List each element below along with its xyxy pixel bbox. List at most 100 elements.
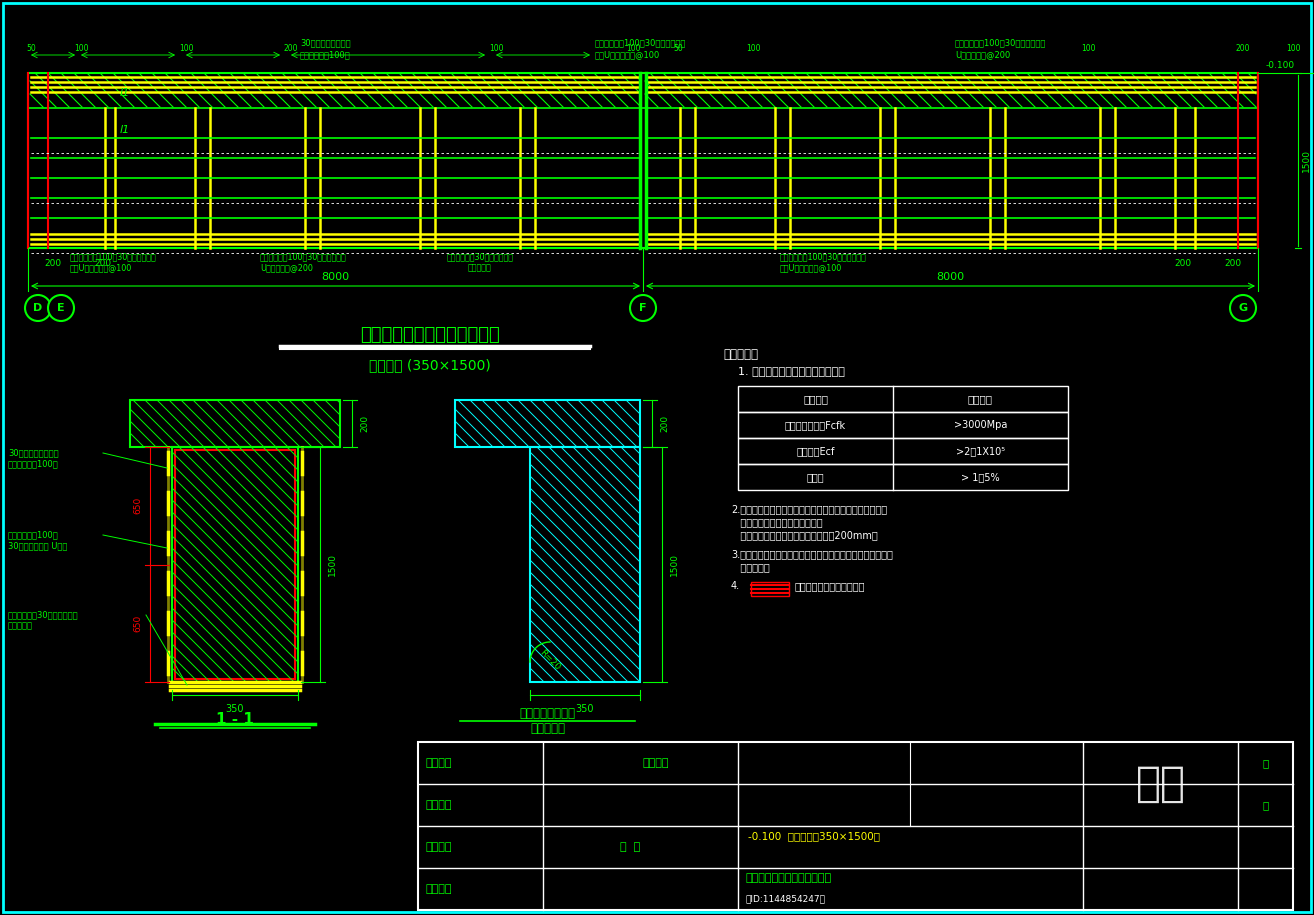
Bar [130, 400, 340, 447]
Text: 碳纤维布: 碳纤维布 [968, 394, 993, 404]
Bar [418, 742, 1293, 910]
Text: 弹性模量Ecf: 弹性模量Ecf [796, 446, 834, 456]
Text: 伸长率: 伸长率 [807, 472, 824, 482]
Text: 梁侧粘贴二层100宽: 梁侧粘贴二层100宽 [8, 530, 59, 539]
Text: E: E [58, 303, 64, 313]
Text: -0.100  原结构梁（350×1500）: -0.100 原结构梁（350×1500） [748, 831, 880, 841]
Text: 有效截面。: 有效截面。 [731, 562, 770, 572]
Text: 若有搭接，则碳纤维布的搭接长度为200mm。: 若有搭接，则碳纤维布的搭接长度为200mm。 [731, 530, 878, 540]
Text: 附加U型箍净距离@100: 附加U型箍净距离@100 [70, 263, 133, 272]
Text: 4.: 4. [731, 581, 740, 591]
Text: 200: 200 [1175, 259, 1192, 268]
Text: 100: 100 [179, 44, 193, 53]
Bar [738, 438, 1068, 464]
Text: 1. 碳纤维片材的主要力学性能指标: 1. 碳纤维片材的主要力学性能指标 [738, 366, 845, 376]
Text: 200: 200 [284, 44, 298, 53]
Text: 梁粘贴碳纤维片材: 梁粘贴碳纤维片材 [519, 707, 576, 720]
Text: 图: 图 [1263, 758, 1268, 768]
Text: R=20: R=20 [537, 648, 562, 672]
Circle shape [49, 295, 74, 321]
Text: 原结构梁 (350×1500): 原结构梁 (350×1500) [369, 358, 491, 372]
Text: >2．1X10⁵: >2．1X10⁵ [957, 446, 1005, 456]
Text: 100: 100 [489, 44, 503, 53]
Text: 设计说明：: 设计说明： [723, 348, 758, 361]
Text: 1 - 1: 1 - 1 [215, 712, 254, 727]
Text: 监理单位: 监理单位 [426, 842, 452, 852]
Bar [752, 582, 788, 596]
Circle shape [1230, 295, 1256, 321]
Text: 图  名: 图 名 [620, 842, 641, 852]
Text: 知末: 知末 [1135, 763, 1185, 805]
Text: 350: 350 [576, 704, 594, 714]
Bar [172, 447, 298, 682]
Text: 抗拉强度标准值Fcfk: 抗拉强度标准值Fcfk [784, 420, 846, 430]
Text: 650: 650 [133, 497, 142, 514]
Text: 梁侧粘贴单层100宽: 梁侧粘贴单层100宽 [300, 50, 351, 59]
Text: 100: 100 [1080, 44, 1096, 53]
Text: l1: l1 [120, 88, 130, 98]
Circle shape [629, 295, 656, 321]
Text: U型箍净距离@200: U型箍净距离@200 [955, 50, 1010, 59]
Text: 50: 50 [26, 44, 35, 53]
Text: 附加U型箍净距离@100: 附加U型箍净距离@100 [595, 50, 660, 59]
Text: 梁粘贴碳纤维片材加固示意图: 梁粘贴碳纤维片材加固示意图 [360, 326, 499, 344]
Text: -0.100: -0.100 [1265, 61, 1296, 70]
Text: 设计单位: 设计单位 [426, 800, 452, 810]
Text: D: D [33, 303, 42, 313]
Bar [738, 386, 1068, 412]
Text: F: F [639, 303, 646, 313]
Text: 200: 200 [660, 414, 669, 432]
Text: 梁侧粘贴二层100宽30型碳纤维片材: 梁侧粘贴二层100宽30型碳纤维片材 [595, 38, 686, 47]
Text: 100: 100 [746, 44, 761, 53]
Text: 200: 200 [1235, 44, 1250, 53]
Text: 号: 号 [1263, 800, 1268, 810]
Text: G: G [1238, 303, 1247, 313]
Text: 梁底粘贴三层30型碳纤维片材: 梁底粘贴三层30型碳纤维片材 [447, 252, 514, 261]
Text: 性能项目: 性能项目 [803, 394, 828, 404]
Bar [28, 73, 1257, 248]
Text: 2.工程的施工与验收应严格按《碳纤维片材加固混凝土结构: 2.工程的施工与验收应严格按《碳纤维片材加固混凝土结构 [731, 504, 887, 514]
Text: 梁侧粘贴二层100宽30型碳纤维片材: 梁侧粘贴二层100宽30型碳纤维片材 [260, 252, 347, 261]
Text: 施工单位: 施工单位 [426, 884, 452, 894]
Text: 350: 350 [226, 704, 244, 714]
Text: 8000: 8000 [322, 272, 350, 282]
Text: 8000: 8000 [937, 272, 964, 282]
Bar [455, 400, 640, 447]
Text: 宽度同梁宽: 宽度同梁宽 [8, 621, 33, 630]
Text: 梁侧粘贴二层100宽30型碳纤维片材: 梁侧粘贴二层100宽30型碳纤维片材 [781, 252, 867, 261]
Text: 200: 200 [95, 259, 112, 268]
Text: l1: l1 [120, 125, 130, 135]
Text: 附加U型箍净距离@100: 附加U型箍净距离@100 [781, 263, 842, 272]
Text: 200: 200 [1225, 259, 1242, 268]
Text: 200: 200 [45, 259, 62, 268]
Bar [175, 450, 296, 679]
Text: 建设单位: 建设单位 [426, 758, 452, 768]
Text: 50: 50 [673, 44, 683, 53]
Text: 30型碳纤维片材压条: 30型碳纤维片材压条 [300, 38, 351, 47]
Bar [738, 412, 1068, 438]
Text: 200: 200 [360, 414, 369, 432]
Text: 梁底粘贴三层30型碳纤维片材: 梁底粘贴三层30型碳纤维片材 [8, 610, 79, 619]
Text: 100: 100 [625, 44, 640, 53]
Text: U型箍净距离@200: U型箍净距离@200 [260, 263, 313, 272]
Text: 宽度同梁宽: 宽度同梁宽 [468, 263, 491, 272]
Text: 图例表示此梁碳纤维布加固: 图例表示此梁碳纤维布加固 [795, 581, 866, 591]
Text: 30型碳纤维片材 U型箍: 30型碳纤维片材 U型箍 [8, 541, 67, 550]
Text: 梁侧粘贴单层100宽: 梁侧粘贴单层100宽 [8, 459, 59, 468]
Text: 梁侧粘贴二层100宽30型碳纤维片材: 梁侧粘贴二层100宽30型碳纤维片材 [70, 252, 156, 261]
Text: 转角大样图: 转角大样图 [530, 722, 565, 735]
Text: 梁侧粘贴二层100宽30型碳纤维片材: 梁侧粘贴二层100宽30型碳纤维片材 [955, 38, 1046, 47]
Bar [738, 464, 1068, 490]
Text: 30型碳纤维片材压条: 30型碳纤维片材压条 [8, 448, 59, 457]
Text: 技术规程》中的有关规定执行。: 技术规程》中的有关规定执行。 [731, 517, 823, 527]
Text: 3.施工完毕后严禁在碳纤维上进行大面积穿孔而破坏碳纤维的: 3.施工完毕后严禁在碳纤维上进行大面积穿孔而破坏碳纤维的 [731, 549, 894, 559]
Circle shape [25, 295, 51, 321]
Text: >3000Mpa: >3000Mpa [954, 420, 1008, 430]
Text: > 1．5%: > 1．5% [961, 472, 1000, 482]
Bar [530, 447, 640, 682]
Text: 梁粘贴碳纤维片材加固示意图: 梁粘贴碳纤维片材加固示意图 [746, 873, 832, 883]
Text: 1500: 1500 [328, 553, 336, 576]
Text: 【ID:1144854247】: 【ID:1144854247】 [746, 894, 827, 903]
Text: 1500: 1500 [670, 553, 679, 576]
Text: 650: 650 [133, 615, 142, 632]
